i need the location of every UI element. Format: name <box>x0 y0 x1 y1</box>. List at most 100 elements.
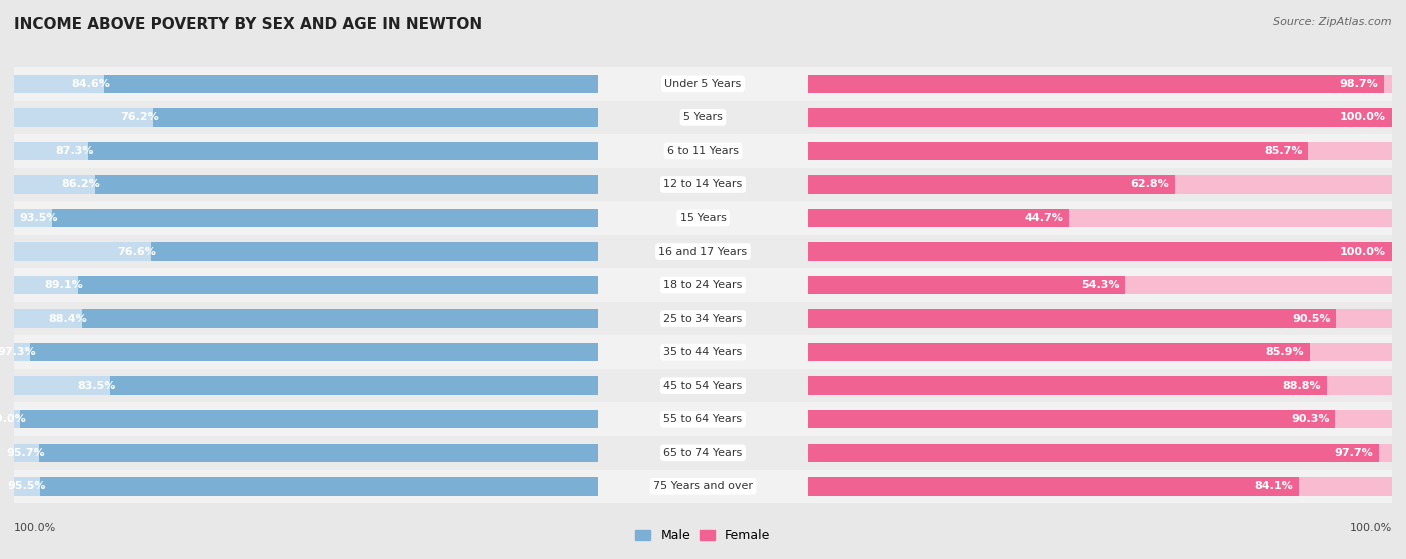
Bar <box>598 436 808 470</box>
Bar <box>14 310 598 328</box>
Text: 93.5%: 93.5% <box>20 213 58 223</box>
Bar <box>14 74 598 93</box>
Bar <box>14 410 598 428</box>
Bar <box>14 175 598 193</box>
Text: 55 to 64 Years: 55 to 64 Years <box>664 414 742 424</box>
Text: 75 Years and over: 75 Years and over <box>652 481 754 491</box>
Text: 44.7%: 44.7% <box>1025 213 1063 223</box>
Bar <box>104 74 598 93</box>
Bar <box>82 310 598 328</box>
Text: 90.3%: 90.3% <box>1291 414 1330 424</box>
Bar <box>808 477 1299 496</box>
Bar <box>808 101 1392 134</box>
Text: 99.0%: 99.0% <box>0 414 25 424</box>
Text: 89.1%: 89.1% <box>45 280 83 290</box>
Bar <box>808 134 1392 168</box>
Bar <box>598 235 808 268</box>
Bar <box>808 436 1392 470</box>
Bar <box>14 235 598 268</box>
Bar <box>808 410 1336 428</box>
Bar <box>808 343 1309 361</box>
Bar <box>808 142 1309 160</box>
Text: 100.0%: 100.0% <box>1340 112 1386 122</box>
Text: Under 5 Years: Under 5 Years <box>665 79 741 89</box>
Bar <box>14 436 598 470</box>
Text: 98.7%: 98.7% <box>1340 79 1378 89</box>
Bar <box>598 470 808 503</box>
Text: 83.5%: 83.5% <box>77 381 117 391</box>
Text: 97.7%: 97.7% <box>1334 448 1372 458</box>
Bar <box>598 268 808 302</box>
Bar <box>14 444 598 462</box>
Bar <box>808 302 1392 335</box>
Text: 45 to 54 Years: 45 to 54 Years <box>664 381 742 391</box>
Text: INCOME ABOVE POVERTY BY SEX AND AGE IN NEWTON: INCOME ABOVE POVERTY BY SEX AND AGE IN N… <box>14 17 482 32</box>
Bar <box>808 209 1069 227</box>
Bar <box>808 268 1392 302</box>
Bar <box>14 142 598 160</box>
Bar <box>598 201 808 235</box>
Bar <box>598 335 808 369</box>
Bar <box>14 134 598 168</box>
Bar <box>14 201 598 235</box>
Bar <box>598 67 808 101</box>
Bar <box>808 377 1326 395</box>
Bar <box>598 101 808 134</box>
Bar <box>808 108 1392 126</box>
Bar <box>14 369 598 402</box>
Bar <box>808 142 1392 160</box>
Text: 100.0%: 100.0% <box>1350 523 1392 533</box>
Bar <box>111 377 598 395</box>
Bar <box>14 470 598 503</box>
Bar <box>808 444 1392 462</box>
Text: 76.2%: 76.2% <box>120 112 159 122</box>
Text: 90.5%: 90.5% <box>1292 314 1330 324</box>
Bar <box>52 209 598 227</box>
Text: 87.3%: 87.3% <box>56 146 94 156</box>
Text: 85.9%: 85.9% <box>1265 347 1303 357</box>
Bar <box>89 142 598 160</box>
Bar <box>77 276 598 294</box>
Bar <box>598 168 808 201</box>
Bar <box>808 201 1392 235</box>
Bar <box>808 444 1378 462</box>
Bar <box>808 343 1392 361</box>
Bar <box>30 343 598 361</box>
Bar <box>808 235 1392 268</box>
Bar <box>14 168 598 201</box>
Bar <box>14 243 598 260</box>
Bar <box>14 108 598 126</box>
Bar <box>808 67 1392 101</box>
Bar <box>808 74 1392 93</box>
Text: 76.6%: 76.6% <box>118 247 156 257</box>
Bar <box>808 402 1392 436</box>
Bar <box>808 310 1337 328</box>
Bar <box>14 101 598 134</box>
Bar <box>808 108 1392 126</box>
Bar <box>14 268 598 302</box>
Text: 85.7%: 85.7% <box>1264 146 1302 156</box>
Bar <box>808 276 1392 294</box>
Text: 25 to 34 Years: 25 to 34 Years <box>664 314 742 324</box>
Bar <box>808 74 1385 93</box>
Bar <box>14 276 598 294</box>
Bar <box>14 343 598 361</box>
Bar <box>808 410 1392 428</box>
Bar <box>808 276 1125 294</box>
Text: 97.3%: 97.3% <box>0 347 35 357</box>
Bar <box>598 402 808 436</box>
Bar <box>808 470 1392 503</box>
Text: 35 to 44 Years: 35 to 44 Years <box>664 347 742 357</box>
Bar <box>808 243 1392 260</box>
Text: 95.7%: 95.7% <box>7 448 45 458</box>
Bar <box>808 335 1392 369</box>
Text: 16 and 17 Years: 16 and 17 Years <box>658 247 748 257</box>
Bar <box>153 108 598 126</box>
Text: 18 to 24 Years: 18 to 24 Years <box>664 280 742 290</box>
Text: 5 Years: 5 Years <box>683 112 723 122</box>
Bar <box>808 168 1392 201</box>
Bar <box>14 209 598 227</box>
Text: 88.8%: 88.8% <box>1282 381 1320 391</box>
Bar <box>94 175 598 193</box>
Bar <box>20 410 598 428</box>
